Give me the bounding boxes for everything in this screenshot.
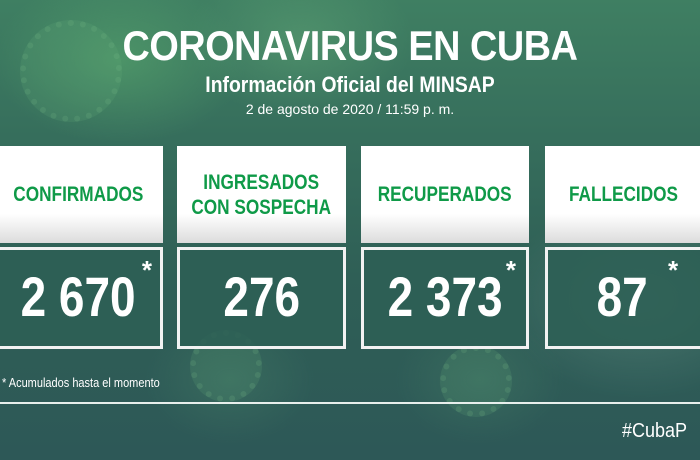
card-ingresados: INGRESADOS CON SOSPECHA 276 bbox=[177, 146, 346, 349]
asterisk-mark: * bbox=[141, 255, 152, 285]
card-header: RECUPERADOS bbox=[361, 146, 529, 243]
card-label: INGRESADOS CON SOSPECHA bbox=[192, 170, 332, 220]
card-label: FALLECIDOS bbox=[569, 183, 679, 206]
hashtag: #CubaP bbox=[622, 420, 688, 442]
card-fallecidos: FALLECIDOS 87 * bbox=[545, 146, 700, 349]
card-label: CONFIRMADOS bbox=[13, 183, 144, 206]
virus-decoration bbox=[440, 345, 512, 417]
footnote: * Acumulados hasta el momento bbox=[2, 376, 160, 390]
divider bbox=[0, 402, 700, 404]
card-label-line1: INGRESADOS bbox=[203, 170, 320, 194]
page-title: CORONAVIRUS EN CUBA bbox=[122, 22, 578, 69]
card-value: 87 bbox=[596, 265, 648, 328]
card-value-box: 2 373 * bbox=[361, 247, 529, 349]
card-value: 2 670 bbox=[21, 265, 136, 328]
virus-decoration bbox=[20, 20, 122, 122]
card-label-line2: CON SOSPECHA bbox=[191, 195, 332, 219]
card-recuperados: RECUPERADOS 2 373 * bbox=[361, 146, 529, 349]
card-value: 2 373 bbox=[387, 265, 503, 328]
card-label: RECUPERADOS bbox=[378, 183, 512, 206]
card-value-box: 2 670 * bbox=[0, 247, 163, 349]
card-value: 276 bbox=[223, 265, 300, 328]
page-subtitle: Información Oficial del MINSAP bbox=[205, 72, 495, 97]
report-date: 2 de agosto de 2020 / 11:59 p. m. bbox=[245, 101, 455, 117]
asterisk-mark: * bbox=[505, 255, 516, 285]
card-header: INGRESADOS CON SOSPECHA bbox=[177, 146, 346, 243]
card-value-box: 87 * bbox=[545, 247, 700, 349]
asterisk-mark: * bbox=[668, 255, 679, 285]
card-header: CONFIRMADOS bbox=[0, 146, 163, 243]
card-confirmados: CONFIRMADOS 2 670 * bbox=[0, 146, 163, 349]
card-header: FALLECIDOS bbox=[545, 146, 700, 243]
card-value-box: 276 bbox=[177, 247, 346, 349]
